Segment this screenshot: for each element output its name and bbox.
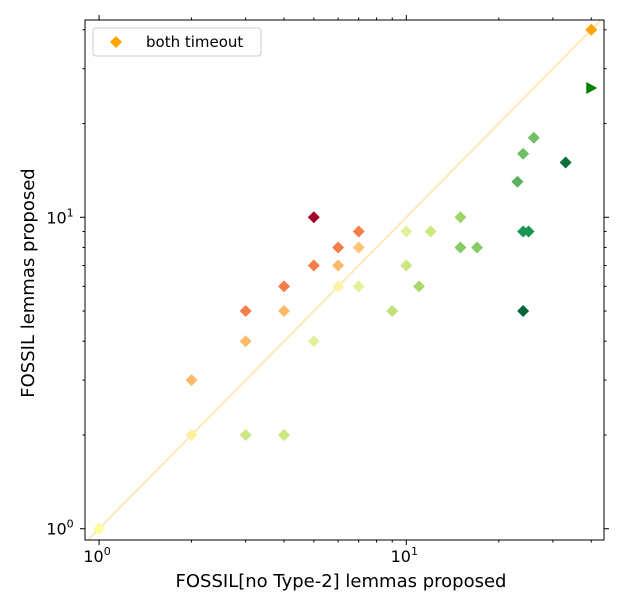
data-point-10 <box>307 259 320 272</box>
data-point-11 <box>307 211 320 224</box>
data-point-24 <box>454 211 467 224</box>
plot-frame <box>84 19 605 541</box>
data-point-29 <box>517 147 530 160</box>
data-point-21 <box>413 280 426 293</box>
data-points <box>93 23 598 535</box>
data-point-14 <box>332 241 345 254</box>
data-point-26 <box>511 175 524 188</box>
x-tick-label: 101 <box>391 545 418 566</box>
legend-diamond-icon <box>110 36 122 48</box>
data-point-1 <box>185 428 198 441</box>
data-point-2 <box>185 374 198 387</box>
diagonal-line <box>86 20 603 540</box>
legend-frame <box>92 27 262 57</box>
data-point-18 <box>386 305 399 318</box>
data-point-5 <box>239 305 252 318</box>
y-tick-label: 101 <box>46 206 73 227</box>
data-point-20 <box>400 225 413 238</box>
data-point-7 <box>278 305 291 318</box>
data-point-8 <box>278 280 291 293</box>
y-axis-label: FOSSIL lemmas proposed <box>18 168 39 397</box>
data-point-30 <box>522 225 535 238</box>
data-point-9 <box>307 335 320 348</box>
data-point-25 <box>471 241 484 254</box>
axis-ticks: 100 101 100 101 <box>46 15 609 566</box>
data-point-3 <box>239 428 252 441</box>
data-point-34 <box>586 82 598 95</box>
x-tick-label: 100 <box>83 545 110 566</box>
data-point-33 <box>585 23 598 36</box>
data-point-22 <box>424 225 437 238</box>
data-point-23 <box>454 241 467 254</box>
data-point-27 <box>517 305 530 318</box>
data-point-19 <box>400 259 413 272</box>
legend-label: both timeout <box>146 33 243 51</box>
data-point-17 <box>352 225 365 238</box>
data-point-32 <box>559 156 572 169</box>
data-point-0 <box>93 522 106 535</box>
legend: both timeout <box>92 27 262 57</box>
data-point-16 <box>352 241 365 254</box>
data-point-31 <box>527 131 540 144</box>
y-tick-label: 100 <box>46 518 73 539</box>
data-point-4 <box>239 335 252 348</box>
x-axis-label: FOSSIL[no Type-2] lemmas proposed <box>176 571 507 592</box>
data-point-13 <box>332 259 345 272</box>
data-point-12 <box>332 280 345 293</box>
data-point-15 <box>352 280 365 293</box>
data-point-6 <box>278 428 291 441</box>
